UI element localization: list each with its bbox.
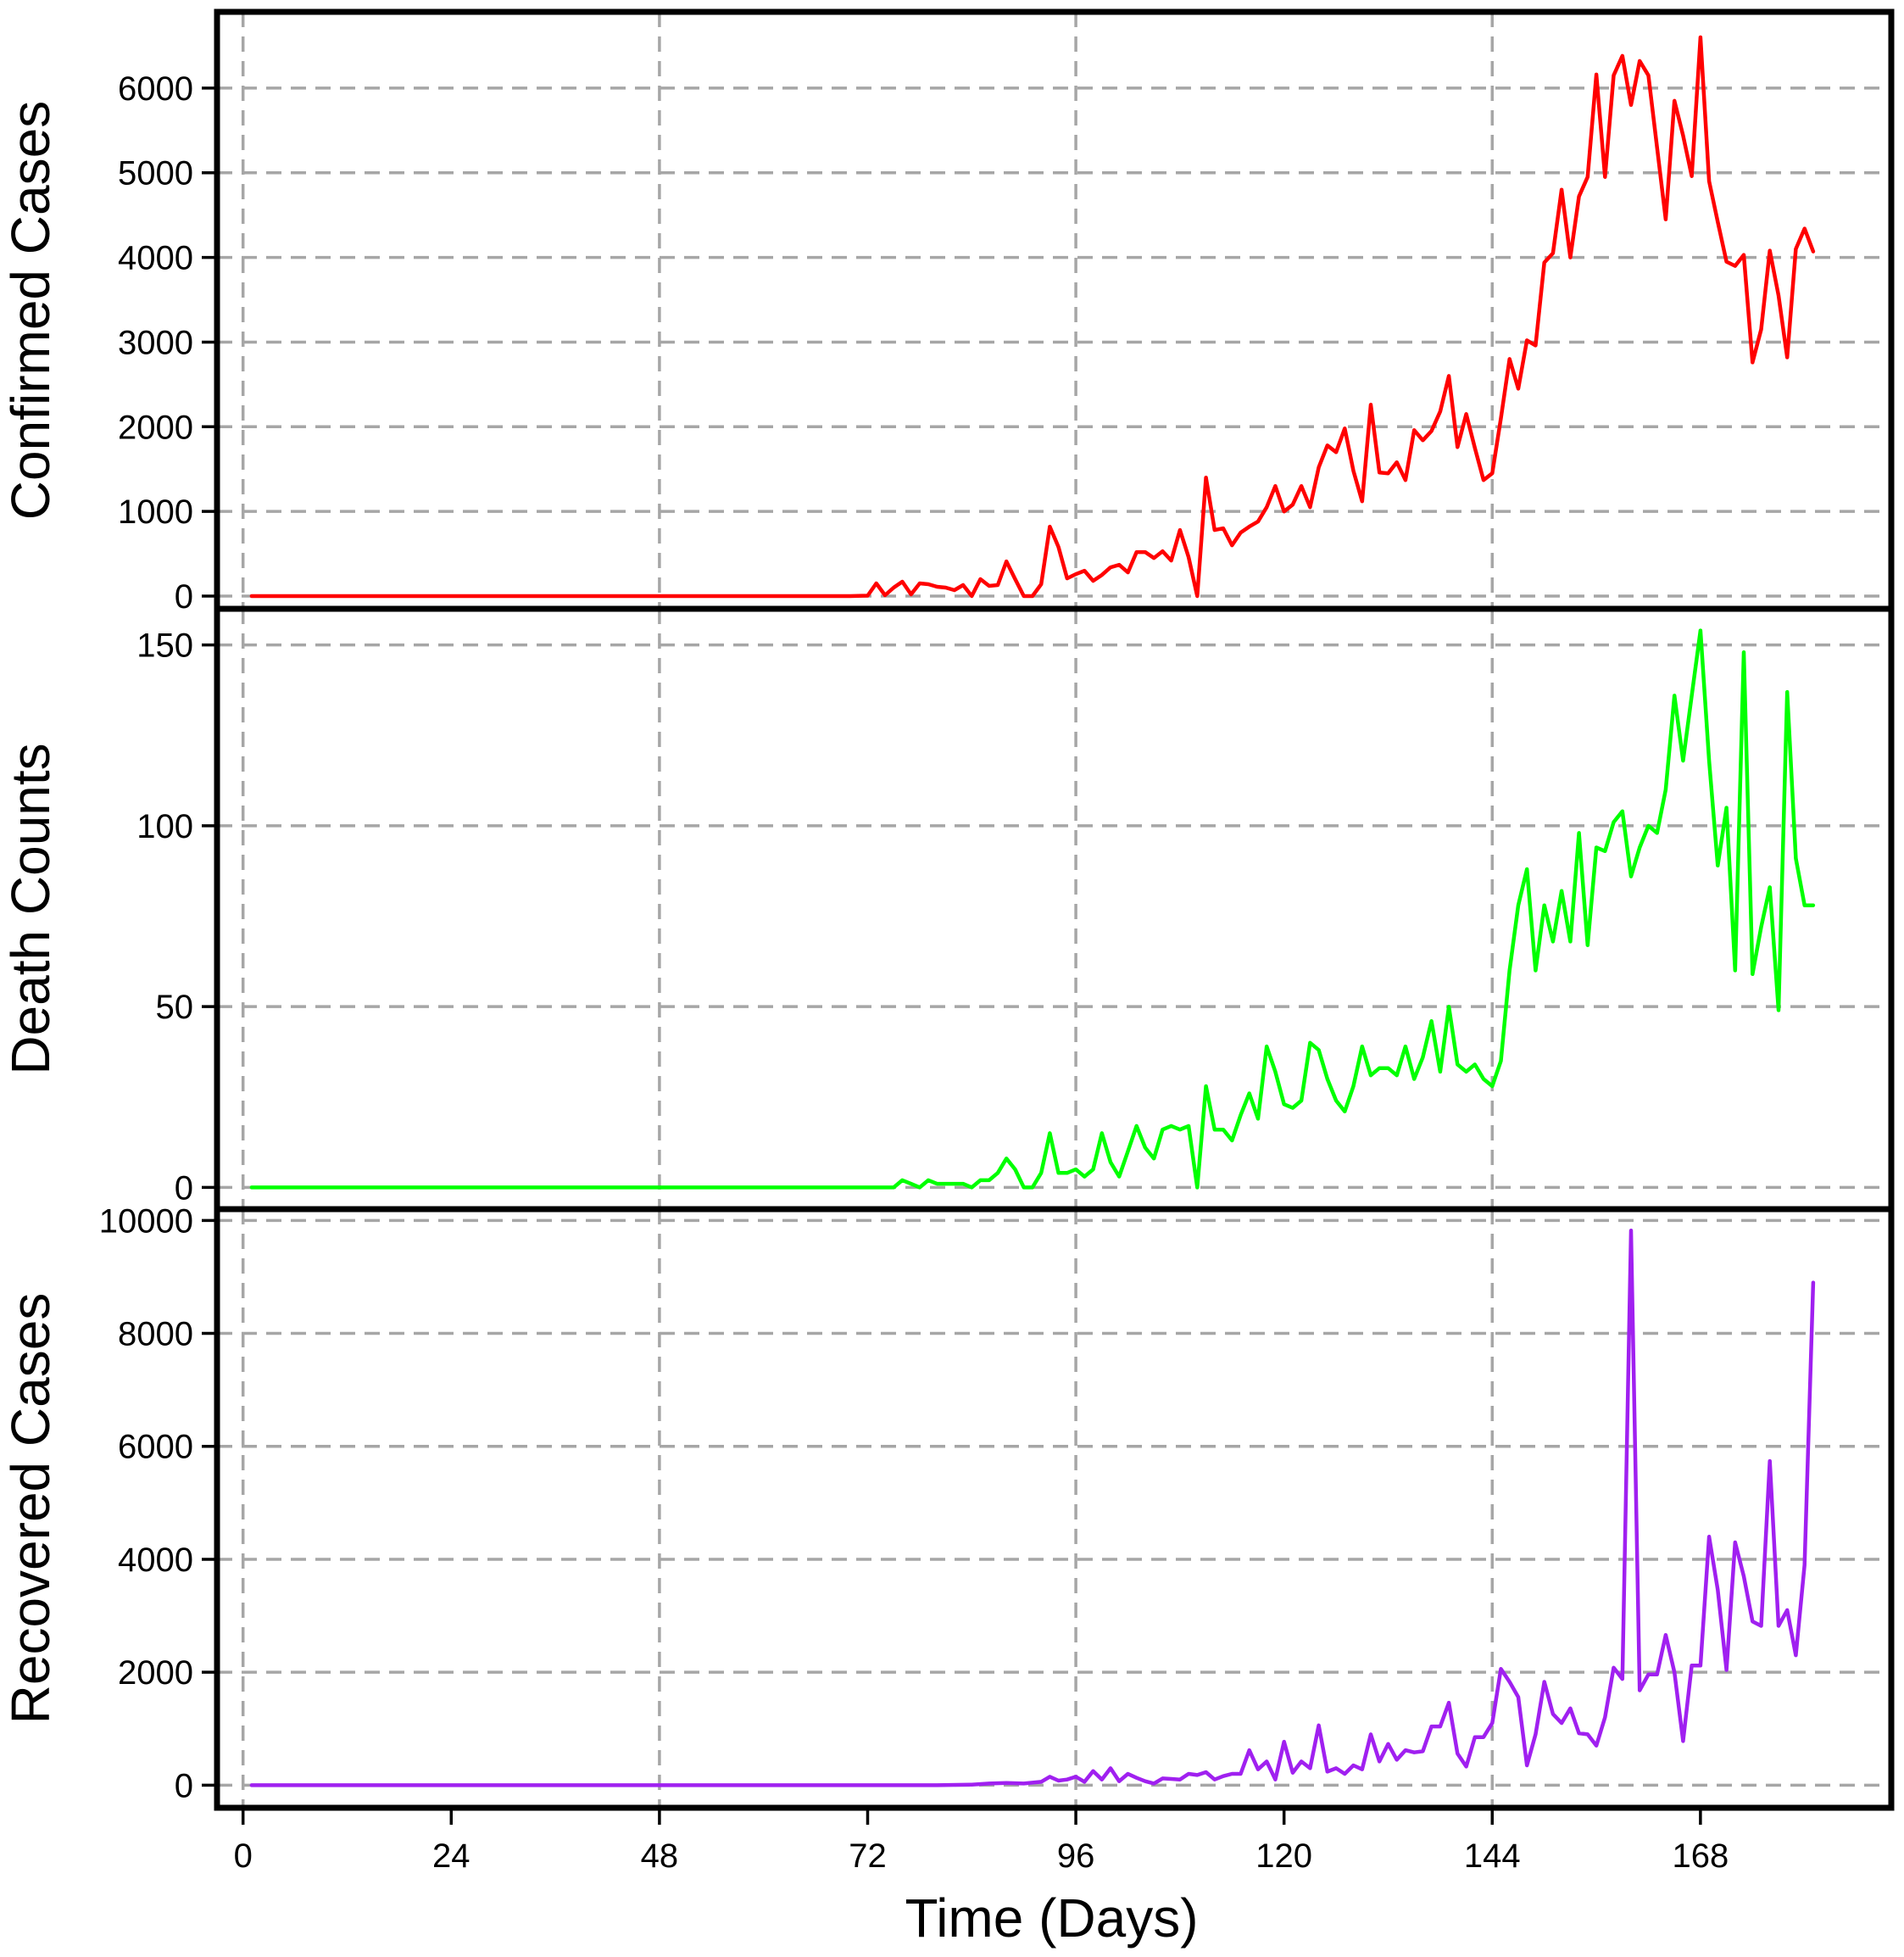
y-tick-label: 100 — [136, 808, 193, 845]
x-tick-label: 144 — [1464, 1837, 1521, 1875]
x-tick-label: 48 — [641, 1837, 679, 1875]
x-tick-label: 120 — [1255, 1837, 1312, 1875]
y-tick-label: 0 — [175, 1169, 193, 1207]
y-tick-label: 3000 — [118, 324, 193, 361]
x-tick-label: 0 — [234, 1837, 253, 1875]
series-line-panel-3 — [249, 1229, 1816, 1787]
y-axis-label: Death Counts — [0, 743, 61, 1074]
y-tick-label: 6000 — [118, 70, 193, 108]
y-tick-label: 50 — [156, 989, 194, 1026]
y-tick-label: 5000 — [118, 155, 193, 192]
y-tick-label: 4000 — [118, 240, 193, 277]
y-axis-label: Recovered Cases — [0, 1293, 61, 1725]
y-tick-label: 10000 — [99, 1202, 193, 1240]
y-tick-label: 6000 — [118, 1429, 193, 1466]
series-line-panel-2 — [249, 628, 1816, 1190]
x-tick-label: 72 — [849, 1837, 887, 1875]
series-line-panel-1 — [249, 35, 1816, 599]
x-tick-label: 168 — [1672, 1837, 1729, 1875]
y-axis-label: Confirmed Cases — [0, 101, 61, 520]
y-tick-label: 0 — [175, 578, 193, 616]
x-tick-label: 96 — [1057, 1837, 1095, 1875]
y-tick-label: 8000 — [118, 1316, 193, 1353]
y-tick-label: 2000 — [118, 1654, 193, 1692]
y-tick-label: 2000 — [118, 409, 193, 446]
x-tick-label: 24 — [432, 1837, 470, 1875]
y-tick-label: 0 — [175, 1767, 193, 1804]
y-tick-label: 150 — [136, 627, 193, 665]
panel-frame-2 — [214, 605, 1895, 1213]
panel-frame-1 — [214, 8, 1895, 612]
x-axis-label: Time (Days) — [905, 1887, 1198, 1949]
y-tick-label: 1000 — [118, 493, 193, 531]
y-tick-label: 4000 — [118, 1542, 193, 1579]
panel-frame-3 — [214, 1206, 1895, 1811]
